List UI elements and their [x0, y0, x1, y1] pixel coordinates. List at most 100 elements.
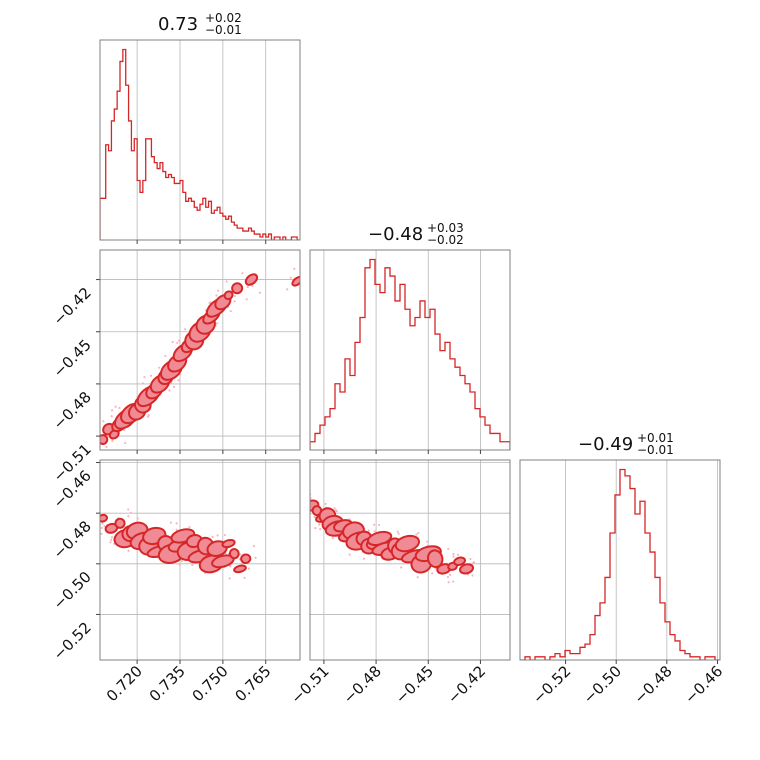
contour-blob — [240, 553, 252, 565]
panel-frame — [519, 459, 721, 661]
sample-dot — [335, 510, 338, 513]
x-tick-label: −0.48 — [630, 662, 675, 707]
sample-dot — [245, 298, 248, 301]
sample-dot — [241, 272, 244, 275]
x-tick-label: 0.720 — [103, 662, 146, 705]
contour-blob — [223, 290, 234, 301]
sample-dot — [313, 515, 316, 519]
sample-dot — [110, 538, 113, 541]
sample-dot — [215, 294, 218, 297]
sample-dot — [114, 405, 117, 408]
sample-dot — [225, 280, 228, 283]
panel-content — [302, 493, 476, 584]
param-title-plus-0: +0.02 — [205, 11, 242, 25]
y-tick-label: −0.48 — [50, 517, 95, 562]
sample-dot — [452, 553, 455, 556]
x-tick-label: −0.51 — [288, 662, 333, 707]
sample-dot — [324, 502, 327, 506]
panel-1-0 — [92, 249, 307, 454]
param-title-1: −0.48 — [368, 224, 423, 245]
sample-dot — [373, 530, 376, 533]
sample-dot — [216, 534, 219, 537]
panel-2-1 — [302, 459, 511, 664]
sample-dot — [129, 511, 133, 514]
sample-dot — [254, 556, 257, 559]
sample-dot — [289, 276, 292, 279]
x-tick-label: 0.750 — [189, 662, 232, 705]
sample-dot — [127, 549, 130, 552]
sample-dot — [233, 294, 236, 298]
sample-dot — [100, 526, 104, 529]
x-tick-label: −0.52 — [529, 662, 574, 707]
param-title-plus-2: +0.01 — [637, 431, 674, 445]
sample-dot — [367, 529, 370, 532]
sample-dot — [307, 519, 309, 521]
sample-dot — [293, 267, 296, 270]
sample-dot — [239, 553, 242, 556]
sample-dot — [319, 527, 322, 531]
sample-dot — [143, 376, 146, 379]
sample-dot — [303, 283, 305, 285]
contour-blob — [459, 563, 475, 575]
sample-dot — [191, 563, 194, 567]
sample-dot — [172, 385, 176, 388]
sample-dot — [103, 525, 106, 528]
sample-dot — [188, 525, 191, 529]
panel-content — [92, 267, 307, 449]
sample-dot — [302, 510, 304, 512]
sample-dot — [177, 379, 180, 382]
panel-frame — [99, 459, 301, 661]
sample-dot — [416, 576, 419, 579]
panel-1-1 — [309, 249, 511, 454]
panel-frame — [309, 249, 511, 451]
contour-blob — [100, 434, 109, 445]
sample-dot — [176, 341, 179, 344]
sample-dot — [136, 517, 139, 520]
contour-blob — [311, 505, 323, 517]
sample-dot — [141, 382, 145, 385]
x-tick-label: 0.765 — [231, 662, 274, 705]
sample-dot — [373, 523, 376, 526]
sample-dot — [118, 406, 121, 410]
sample-dot — [348, 553, 351, 556]
sample-dot — [127, 515, 130, 518]
sample-dot — [246, 285, 249, 289]
contour-blob — [291, 275, 300, 287]
panel-frame — [309, 459, 511, 661]
contour-blob — [453, 556, 466, 566]
sample-dot — [447, 581, 450, 584]
sample-dot — [127, 508, 130, 511]
contour-blob — [231, 282, 244, 295]
sample-dot — [100, 532, 103, 535]
sample-dot — [211, 535, 214, 538]
sample-dot — [96, 517, 98, 519]
sample-dot — [396, 530, 399, 533]
sample-dot — [233, 300, 236, 303]
sample-dot — [306, 515, 308, 517]
sample-dot — [472, 561, 476, 564]
sample-dot — [318, 523, 321, 526]
sample-dot — [305, 268, 307, 270]
panel-content — [310, 258, 510, 450]
histogram-2 — [520, 468, 720, 660]
x-tick-label: −0.46 — [681, 662, 726, 707]
sample-dot — [110, 536, 114, 539]
sample-dot — [92, 428, 94, 430]
x-tick-label: −0.45 — [392, 662, 437, 707]
sample-dot — [215, 322, 219, 325]
sample-dot — [101, 522, 104, 525]
sample-dot — [109, 541, 112, 544]
x-tick-label: −0.42 — [444, 662, 489, 707]
sample-dot — [110, 409, 114, 412]
param-title-0: 0.73 — [158, 14, 198, 35]
sample-dot — [456, 553, 460, 556]
y-tick-label: −0.50 — [50, 568, 95, 613]
param-title-minus-2: −0.01 — [637, 443, 674, 457]
sample-dot — [258, 291, 261, 294]
panel-0-0 — [99, 39, 301, 244]
sample-dot — [180, 560, 183, 563]
param-title-minus-0: −0.01 — [205, 23, 242, 37]
contour-blob — [233, 564, 247, 574]
sample-dot — [469, 557, 472, 561]
